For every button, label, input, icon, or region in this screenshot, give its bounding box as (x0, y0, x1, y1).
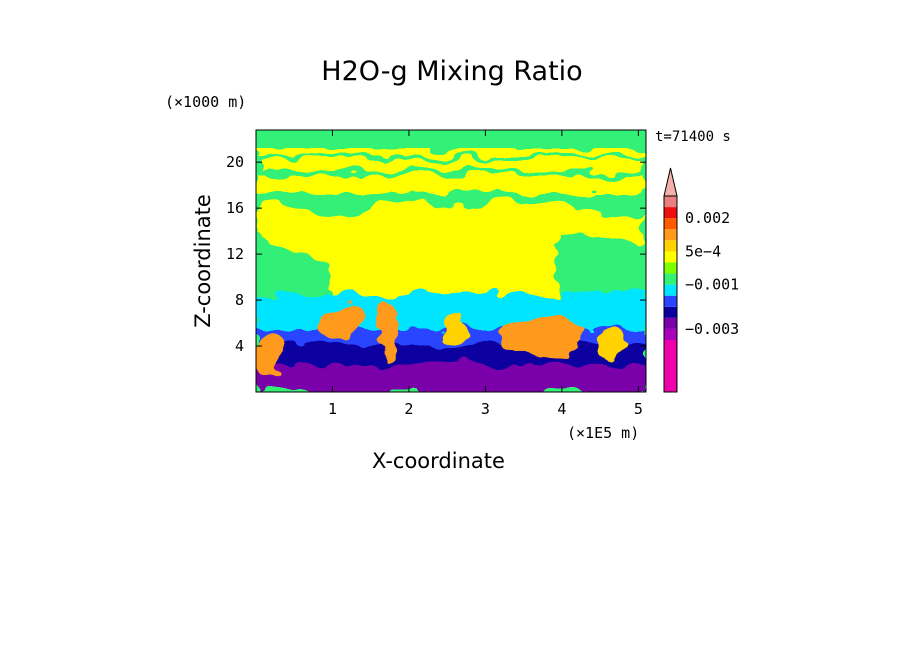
y-ticks: 4 8 12 16 20 (226, 153, 646, 355)
mid-green-pockets (560, 234, 646, 295)
upper-streak (256, 176, 646, 192)
colorbar-segment (664, 207, 677, 219)
cell (445, 309, 465, 341)
colorbar-segment (664, 196, 677, 208)
plot-title: H2O-g Mixing Ratio (321, 56, 583, 87)
colorbar-label: 0.002 (685, 209, 730, 227)
cell (378, 300, 398, 360)
x-tick-label: 5 (634, 400, 643, 418)
colorbar-label: 5e−4 (685, 242, 721, 260)
colorbar-segment (664, 317, 677, 329)
cell (503, 318, 583, 358)
colorbar-segment (664, 218, 677, 230)
mid-yellow-mass (256, 199, 646, 300)
colorbar-frame (663, 195, 678, 393)
x-ticks: 1 2 3 4 5 (328, 130, 643, 418)
colorbar-segment (664, 284, 677, 296)
colorbar: 0.002 5e−4 −0.001 −0.003 (663, 167, 739, 393)
time-label: t=71400 s (655, 129, 731, 145)
colorbar-label: −0.003 (685, 320, 739, 338)
colorbar-segment (664, 306, 677, 318)
plot-frame (255, 129, 647, 393)
x-axis-units: (×1E5 m) (567, 424, 640, 442)
layer-purple (256, 365, 646, 392)
colorbar-segment (664, 262, 677, 274)
colorbar-segment (664, 328, 677, 340)
y-tick-label: 4 (235, 337, 244, 355)
cell (318, 304, 362, 340)
colorbar-segment (664, 240, 677, 252)
x-tick-label: 2 (404, 400, 413, 418)
cell (256, 333, 282, 377)
mid-green-pockets (256, 230, 330, 300)
colorbar-segment (664, 273, 677, 285)
cell (596, 331, 624, 359)
y-tick-label: 12 (226, 245, 244, 263)
colorbar-segment (664, 229, 677, 241)
upper-streak (262, 160, 642, 170)
colorbar-extend-arrow (663, 167, 678, 197)
colorbar-segment (664, 295, 677, 307)
y-tick-label: 8 (235, 291, 244, 309)
x-tick-label: 3 (481, 400, 490, 418)
upper-streak (256, 148, 646, 156)
y-axis-units: (×1000 m) (165, 93, 247, 111)
colorbar-label: −0.001 (685, 276, 739, 294)
contour-field (256, 130, 646, 392)
y-tick-label: 16 (226, 199, 244, 217)
y-tick-label: 20 (226, 153, 244, 171)
colorbar-segment (664, 340, 677, 392)
colorbar-segment (664, 251, 677, 263)
x-axis-label: X-coordinate (372, 449, 505, 473)
x-tick-label: 1 (328, 400, 337, 418)
x-tick-label: 4 (557, 400, 566, 418)
